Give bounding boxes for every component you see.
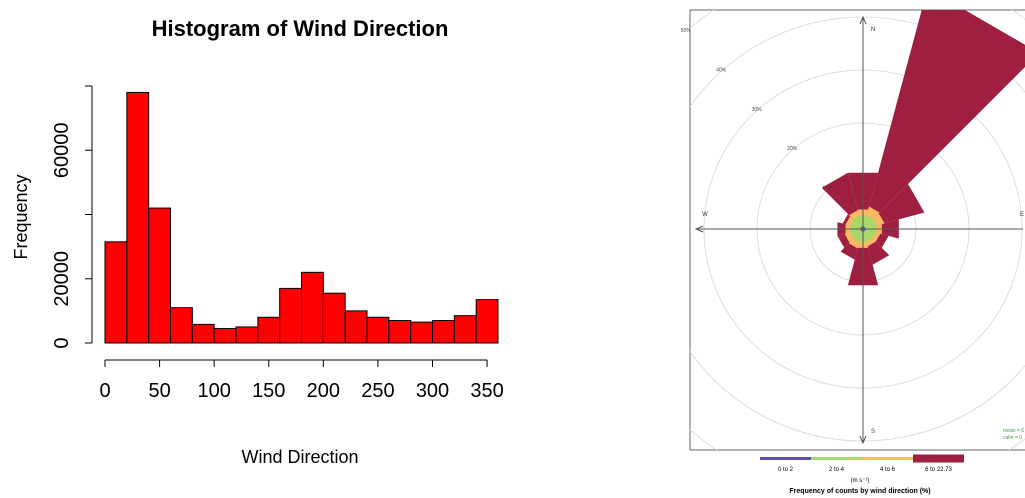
ring-label: 30% — [752, 107, 763, 113]
histogram-bar — [213, 328, 237, 344]
histogram-x-tick-label: 200 — [307, 380, 340, 402]
histogram-x-tick-label: 150 — [252, 380, 285, 402]
wind-rose-wedge — [863, 218, 877, 229]
ring-label: 10% — [822, 186, 833, 192]
histogram-bar — [279, 287, 302, 344]
north-arrowhead — [859, 15, 867, 25]
wind-rose-wedge — [863, 229, 873, 242]
compass-label: N — [871, 27, 875, 33]
wind-rose-stats: mean = 6 — [1003, 428, 1024, 434]
histogram-bar — [235, 326, 259, 344]
histogram-bar — [104, 241, 128, 344]
ring-label: 50% — [681, 28, 692, 34]
histogram-bar — [344, 310, 368, 344]
west-arrowhead — [694, 225, 704, 233]
histogram-bar — [388, 320, 412, 344]
histogram-bar — [257, 316, 281, 344]
compass-label: S — [871, 429, 875, 435]
histogram-bar — [301, 271, 324, 344]
histogram-bar — [453, 315, 477, 344]
histogram-bar — [126, 91, 150, 344]
legend-label: 2 to 4 — [829, 467, 845, 473]
histogram-x-tick-label: 350 — [470, 380, 503, 402]
histogram-y-axis-label: Frequency — [11, 174, 31, 259]
histogram-x-tick-label: 300 — [416, 380, 449, 402]
histogram-title: Histogram of Wind Direction — [152, 16, 449, 41]
histogram-y-tick-label: 0 — [51, 337, 73, 348]
legend-label: 6 to 22.73 — [925, 467, 952, 473]
compass-label: W — [702, 212, 708, 218]
histogram-y-tick-label: 60000 — [51, 122, 73, 178]
legend-label: 0 to 2 — [778, 467, 794, 473]
wind-rose-wedge — [850, 219, 863, 229]
histogram-x-tick-label: 100 — [197, 380, 230, 402]
histogram-bar — [366, 316, 390, 344]
histogram-bar — [322, 292, 346, 344]
histogram-bar — [170, 307, 193, 344]
histogram-x-tick-label: 250 — [361, 380, 394, 402]
histogram-y-tick-label: 20000 — [51, 251, 73, 307]
wind-rose-wedge — [863, 229, 876, 239]
legend-units: (m s⁻¹) — [851, 478, 870, 484]
histogram-x-tick-label: 0 — [99, 380, 110, 402]
histogram-bar — [475, 299, 499, 344]
wind-rose-wedge — [853, 229, 863, 243]
histogram-x-axis-label: Wind Direction — [241, 447, 358, 467]
legend-swatch — [862, 457, 913, 460]
compass-label: E — [1020, 212, 1024, 218]
ring-label: 20% — [787, 146, 798, 152]
legend-swatch — [913, 454, 964, 463]
histogram-bar — [148, 207, 172, 344]
wind-rose-wedge — [863, 215, 874, 229]
histogram-bar — [432, 320, 455, 344]
histogram-x-tick-label: 50 — [148, 380, 170, 402]
wind-rose-wedge — [853, 215, 863, 229]
wind-rose-stats: calm = 0 — [1003, 435, 1022, 441]
histogram-chart: Histogram of Wind Direction 0 50 100 150 200… — [11, 16, 504, 467]
legend-swatch — [760, 457, 811, 460]
histogram-bar — [191, 323, 215, 344]
wind-rose-caption: Frequency of counts by wind direction (%… — [789, 488, 930, 495]
wind-rose-wedge — [863, 10, 1025, 229]
wind-rose-wedge — [850, 229, 863, 239]
legend-swatch — [811, 457, 862, 460]
legend-label: 4 to 6 — [880, 467, 896, 473]
histogram-bar — [410, 321, 433, 344]
south-arrowhead — [859, 435, 867, 445]
ring-label: 40% — [716, 68, 727, 74]
